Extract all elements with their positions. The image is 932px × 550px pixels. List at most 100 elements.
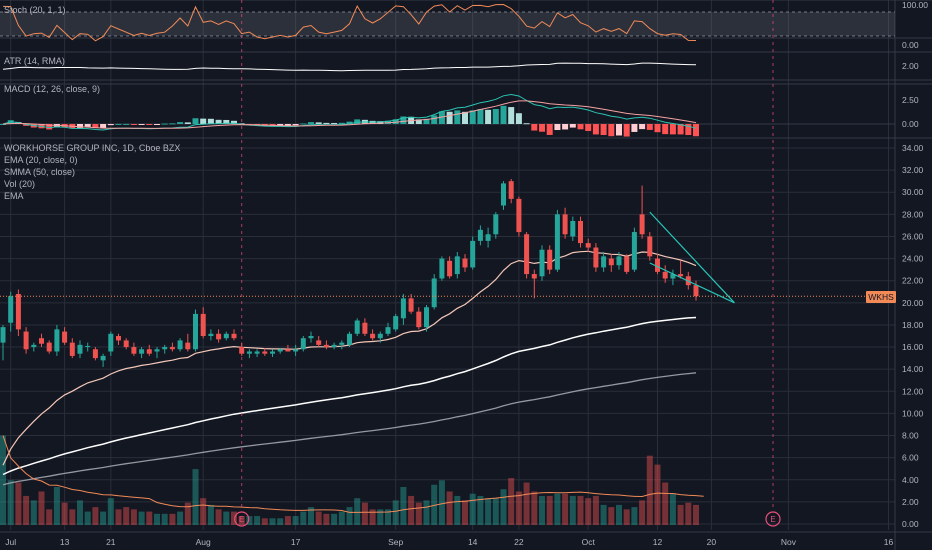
candle-body (216, 333, 222, 340)
volume-bar (284, 516, 291, 525)
macd-histogram-bar (169, 123, 176, 125)
macd-histogram-bar (292, 124, 299, 126)
volume-ma-line (2, 435, 704, 513)
candle-body (139, 349, 145, 354)
candle-body (639, 214, 645, 235)
time-tick: 16 (884, 537, 894, 547)
candle-body (31, 344, 37, 348)
macd-histogram-bar (331, 122, 338, 124)
candle-body (377, 333, 383, 339)
atr-line (2, 62, 697, 72)
macd-pane (0, 93, 895, 137)
macd-histogram-bar (308, 122, 314, 124)
candle-body (254, 351, 260, 354)
volume-bar (646, 455, 653, 525)
volume-bar (500, 489, 507, 525)
macd-histogram-bar (315, 122, 322, 124)
atr-label: ATR (14, RMA) (4, 56, 65, 66)
macd-histogram-bar (354, 119, 361, 124)
price-tick: 14.00 (902, 364, 924, 374)
macd-histogram-bar (585, 124, 592, 131)
ticker-badge: WKHS (866, 291, 896, 303)
candle-body (516, 198, 522, 233)
candle-body (670, 274, 676, 279)
volume-bar (184, 502, 191, 525)
volume-bar (123, 507, 130, 525)
volume-bar (338, 511, 345, 525)
macd-histogram-bar (161, 123, 168, 125)
candle-body (200, 313, 206, 336)
candle-body (678, 274, 684, 277)
candle-body (131, 347, 137, 354)
macd-histogram-bar (446, 111, 453, 124)
volume-bar (238, 516, 245, 525)
candle-body (655, 258, 660, 272)
volume-bar (408, 495, 415, 525)
volume-bar (292, 516, 299, 525)
candle-body (339, 342, 345, 345)
earnings-letter: E (239, 515, 244, 524)
macd-histogram-bar (600, 124, 607, 136)
candle-body (185, 342, 191, 350)
volume-bar (669, 493, 676, 525)
volume-bar (323, 513, 330, 525)
volume-bar (608, 507, 615, 525)
volume-bar (539, 495, 545, 525)
price-tick: 26.00 (902, 231, 924, 241)
volume-bar (662, 482, 669, 525)
price-axis: 34.00 32.00 30.00 28.00 26.00 24.00 22.00 20.00… (902, 143, 924, 529)
price-tick: 28.00 (902, 209, 924, 219)
candle-body (601, 256, 607, 268)
price-tick: 2.00 (902, 497, 919, 507)
atr-pane (2, 62, 697, 72)
candle-body (92, 349, 98, 359)
ema-long-line (2, 372, 697, 486)
stoch-line (2, 3, 697, 42)
candle-body (362, 322, 368, 334)
macd-histogram-bar (508, 107, 515, 124)
candle-body (46, 342, 52, 352)
macd-histogram-bar (377, 121, 384, 124)
volume-bar (315, 511, 322, 525)
macd-histogram-bar (107, 124, 114, 126)
volume-bar (654, 464, 661, 525)
macd-histogram-bar (639, 124, 646, 130)
candle-body (116, 336, 121, 341)
time-axis: Jul 13 21 Aug 17 Sep 14 22 Oct 12 20 Nov 16 (5, 537, 893, 547)
macd-histogram-bar (238, 123, 245, 125)
volume-bar (138, 511, 145, 525)
macd-histogram-bar (207, 118, 214, 124)
volume-bar (308, 507, 314, 525)
macd-histogram-bar (485, 109, 492, 124)
candle-body (77, 344, 83, 354)
candle-body (578, 220, 583, 244)
macd-histogram-bar (400, 116, 407, 124)
candle-body (223, 333, 229, 339)
stoch-tick-0: 0.00 (902, 40, 919, 50)
volume-bar (146, 511, 153, 525)
macd-histogram-bar (223, 119, 230, 124)
wedge-lower (649, 262, 735, 304)
candle-body (23, 331, 29, 350)
volume-bar (254, 516, 261, 525)
candle-body (285, 349, 291, 352)
macd-histogram-bar (669, 124, 676, 135)
volume-bar (53, 487, 60, 525)
candle-body (331, 344, 337, 348)
time-tick: Nov (781, 537, 797, 547)
macd-histogram-bar (546, 124, 553, 135)
volume-bar (469, 493, 476, 525)
price-tick: 12.00 (902, 386, 924, 396)
macd-histogram-bar (539, 124, 545, 132)
macd-histogram-bar (569, 124, 576, 128)
candle-body (354, 320, 360, 334)
macd-histogram-bar (130, 124, 137, 125)
indicator-ema20: EMA (20, close, 0) (4, 155, 78, 165)
candle-body (308, 336, 314, 339)
earnings-marker (765, 511, 781, 527)
macd-histogram-bar (523, 123, 530, 125)
candle-body (485, 234, 491, 241)
candle-body (169, 347, 175, 350)
